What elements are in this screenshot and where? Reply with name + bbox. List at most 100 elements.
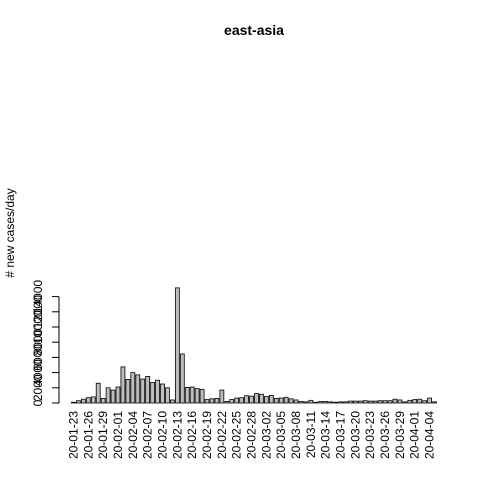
y-axis-label: # new cases/day	[3, 188, 17, 277]
bar	[155, 379, 160, 404]
x-tick-label: 20-02-25	[230, 411, 244, 459]
bar	[382, 400, 388, 404]
chart-title: east-asia	[224, 22, 284, 38]
y-tick-label: 10000	[31, 310, 45, 344]
x-tick-label: 20-02-01	[111, 411, 125, 459]
x-tick-label: 20-03-14	[319, 411, 333, 459]
bar	[239, 397, 245, 404]
x-tick-label: 20-02-28	[245, 411, 259, 459]
bars-group	[71, 287, 437, 404]
bar	[372, 400, 378, 404]
bar	[357, 400, 363, 404]
bar	[387, 400, 393, 404]
bar	[204, 399, 210, 404]
x-tick-label: 20-02-04	[126, 411, 140, 459]
bar	[323, 401, 329, 404]
bar	[85, 397, 91, 404]
bar	[283, 396, 289, 404]
bar	[328, 401, 334, 404]
y-tick-label: 6000	[31, 344, 45, 371]
y-tick-label: 2000	[31, 374, 45, 401]
bar	[174, 287, 180, 404]
bar	[367, 400, 373, 404]
x-tick-label: 20-03-26	[378, 411, 392, 459]
x-tick-label: 20-03-08	[289, 411, 303, 459]
x-tick-label: 20-01-23	[66, 411, 80, 459]
x-axis-ticks: 20-01-23 20-01-26 20-01-29 20-02-01 20-02-04…	[66, 411, 436, 459]
bar	[184, 387, 190, 404]
bar	[268, 394, 274, 404]
y-tick-label: 4000	[31, 359, 45, 386]
bar	[130, 372, 136, 404]
bar	[100, 398, 106, 404]
bar	[303, 401, 309, 404]
x-tick-label: 20-04-04	[423, 411, 437, 459]
bar	[189, 386, 195, 404]
bar	[308, 399, 314, 404]
x-tick-label: 20-02-13	[170, 411, 184, 459]
y-tick-label: 0	[31, 399, 45, 406]
bar	[412, 399, 418, 404]
x-tick-label: 20-02-19	[200, 411, 214, 459]
bar	[254, 393, 259, 404]
bar	[179, 353, 185, 404]
bar	[293, 399, 299, 404]
bar	[234, 397, 240, 404]
x-tick-label: 20-03-17	[334, 411, 348, 459]
x-tick-label: 20-03-29	[393, 411, 407, 459]
bar	[229, 399, 235, 404]
bar	[348, 400, 353, 404]
bar	[115, 386, 121, 404]
bar	[105, 387, 111, 404]
bar	[90, 396, 96, 404]
x-tick-label: 20-03-20	[348, 411, 362, 459]
x-tick-label: 20-01-29	[96, 411, 110, 459]
bar	[402, 401, 408, 404]
bar	[318, 401, 324, 404]
bar	[76, 400, 81, 404]
bar	[249, 395, 254, 404]
bar	[259, 393, 264, 404]
x-tick-label: 20-03-02	[259, 411, 273, 459]
bar	[71, 401, 76, 404]
bar	[422, 400, 428, 404]
bar	[110, 389, 116, 404]
y-tick-label: 8000	[31, 329, 45, 356]
bar	[278, 397, 284, 404]
bar	[392, 398, 398, 404]
y-tick-label: 12000	[31, 295, 45, 329]
bar	[288, 398, 294, 404]
bar	[214, 398, 220, 404]
bar	[165, 387, 170, 404]
bar	[427, 397, 432, 404]
bar	[170, 399, 175, 404]
x-tick-label: 20-03-05	[274, 411, 288, 459]
bar	[244, 395, 249, 404]
bar	[150, 382, 155, 404]
bar	[140, 378, 146, 404]
bar	[353, 400, 358, 404]
bar	[432, 401, 437, 404]
bar	[273, 398, 279, 404]
bar	[333, 401, 338, 404]
bar	[209, 398, 215, 404]
bar	[377, 400, 383, 404]
bar	[407, 399, 413, 404]
bar	[263, 396, 269, 404]
bar	[145, 375, 151, 404]
x-tick-label: 20-01-26	[81, 411, 95, 459]
bar	[343, 401, 348, 404]
bar	[199, 388, 205, 404]
bar	[362, 400, 368, 404]
y-tick-label: 14000	[31, 280, 45, 314]
bar	[120, 366, 126, 404]
bar	[194, 388, 200, 404]
bar	[135, 374, 141, 404]
x-tick-label: 20-03-23	[363, 411, 377, 459]
x-tick-label: 20-02-16	[185, 411, 199, 459]
x-tick-label: 20-02-10	[156, 411, 170, 459]
x-tick-label: 20-03-11	[304, 411, 318, 458]
x-tick-label: 20-02-22	[215, 411, 229, 459]
